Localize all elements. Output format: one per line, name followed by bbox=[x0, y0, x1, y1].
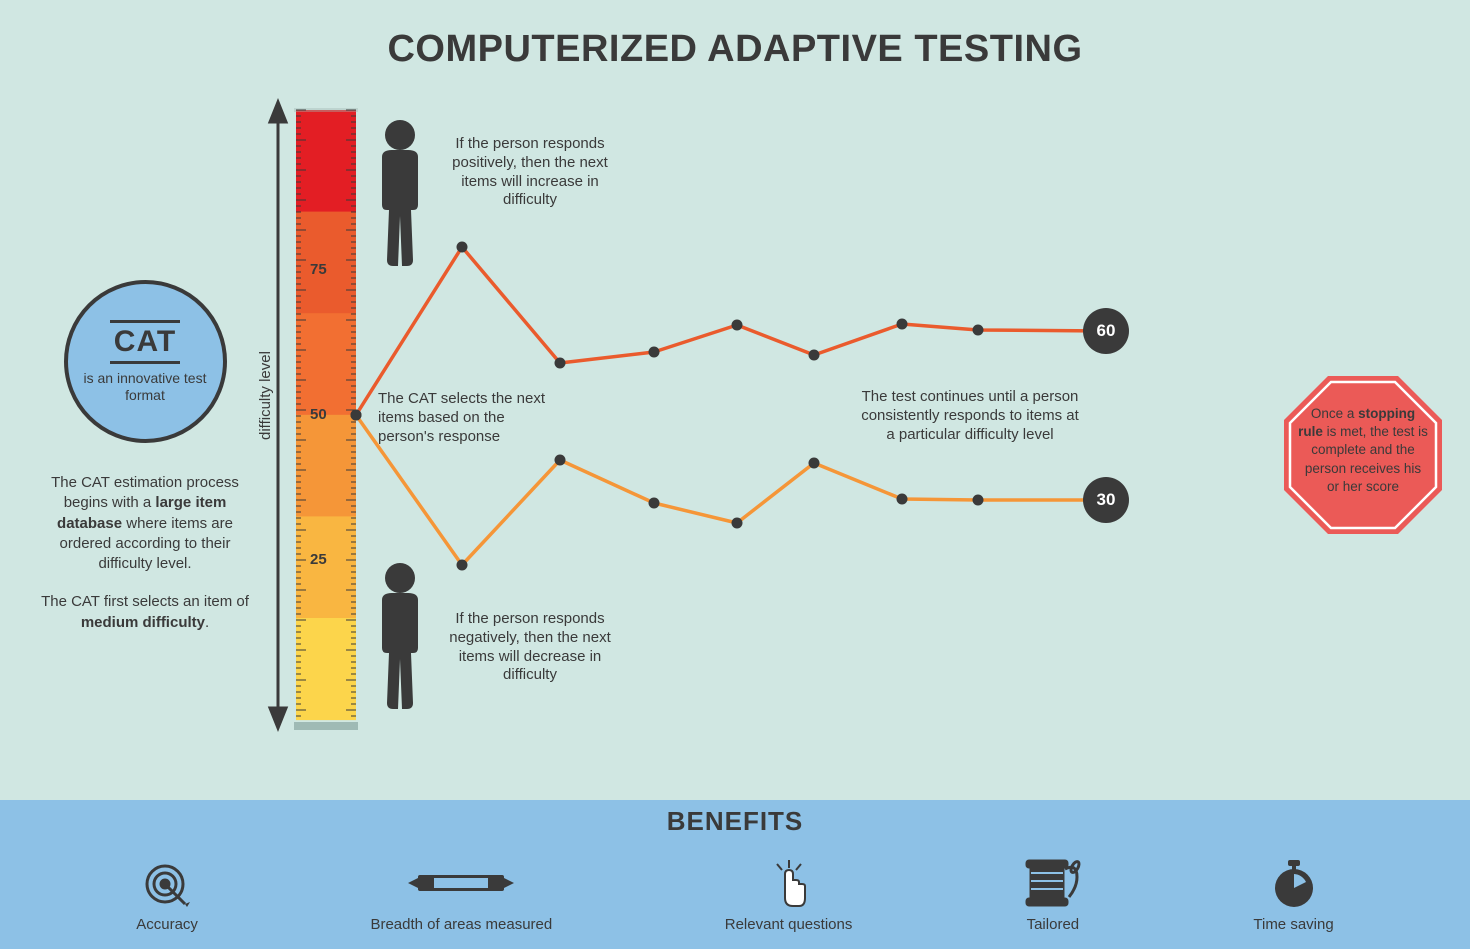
ruler-tick-25: 25 bbox=[310, 551, 327, 568]
ruler-tick-75: 75 bbox=[310, 261, 327, 278]
annot-select: The CAT selects the next items based on … bbox=[378, 390, 558, 446]
benefit-label: Relevant questions bbox=[725, 916, 853, 933]
annot-continue: The test continues until a person consis… bbox=[855, 388, 1085, 444]
ruler-tick-50: 50 bbox=[310, 406, 327, 423]
annot-negative: If the person responds negatively, then … bbox=[440, 610, 620, 685]
target-icon bbox=[143, 858, 191, 910]
left-para-2: The CAT first selects an item of medium … bbox=[40, 592, 250, 633]
benefits-row: Accuracy Breadth of areas measured Relev… bbox=[0, 842, 1470, 949]
stop-sign-text: Once a stopping rule is met, the test is… bbox=[1298, 405, 1428, 496]
left-para-1: The CAT estimation process begins with a… bbox=[40, 473, 250, 574]
benefit-relevant: Relevant questions bbox=[725, 858, 853, 933]
annot-positive: If the person responds positively, then … bbox=[440, 135, 620, 210]
ruler-icon bbox=[406, 858, 516, 910]
stopwatch-icon bbox=[1270, 858, 1318, 910]
cat-circle: CAT is an innovative test format bbox=[64, 280, 227, 443]
left-column: CAT is an innovative test format The CAT… bbox=[40, 280, 250, 651]
benefit-label: Breadth of areas measured bbox=[370, 916, 552, 933]
benefit-breadth: Breadth of areas measured bbox=[370, 858, 552, 933]
cat-subtitle: is an innovative test format bbox=[68, 370, 223, 404]
benefit-label: Tailored bbox=[1027, 916, 1080, 933]
benefit-label: Time saving bbox=[1253, 916, 1333, 933]
cat-label: CAT bbox=[110, 320, 180, 364]
pointer-icon bbox=[765, 858, 813, 910]
spool-icon bbox=[1025, 858, 1081, 910]
stop-sign: Once a stopping rule is met, the test is… bbox=[1278, 370, 1448, 540]
benefit-tailored: Tailored bbox=[1025, 858, 1081, 933]
benefit-label: Accuracy bbox=[136, 916, 198, 933]
end-badge-upper: 60 bbox=[1083, 308, 1129, 354]
benefit-time: Time saving bbox=[1253, 858, 1333, 933]
benefits-heading: BENEFITS bbox=[0, 800, 1470, 842]
end-badge-lower: 30 bbox=[1083, 477, 1129, 523]
benefit-accuracy: Accuracy bbox=[136, 858, 198, 933]
